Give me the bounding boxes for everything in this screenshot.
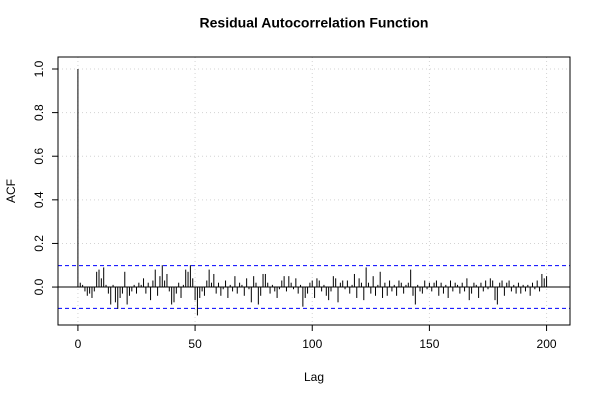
plot-frame bbox=[57, 56, 571, 326]
chart-title: Residual Autocorrelation Function bbox=[200, 15, 429, 31]
y-tick-label: 0.4 bbox=[32, 191, 46, 208]
y-tick-label: 0.2 bbox=[32, 235, 46, 252]
x-tick-label: 50 bbox=[188, 337, 202, 351]
x-tick-label: 200 bbox=[537, 337, 557, 351]
y-axis-title: ACF bbox=[4, 179, 18, 203]
y-tick-label: 1.0 bbox=[32, 60, 46, 77]
x-axis-title: Lag bbox=[304, 370, 324, 384]
x-tick-label: 100 bbox=[302, 337, 322, 351]
y-tick-label: 0.0 bbox=[32, 278, 46, 295]
y-tick-label: 0.8 bbox=[32, 104, 46, 121]
y-tick-label: 0.6 bbox=[32, 148, 46, 165]
x-tick-label: 0 bbox=[75, 337, 82, 351]
x-tick-label: 150 bbox=[419, 337, 439, 351]
